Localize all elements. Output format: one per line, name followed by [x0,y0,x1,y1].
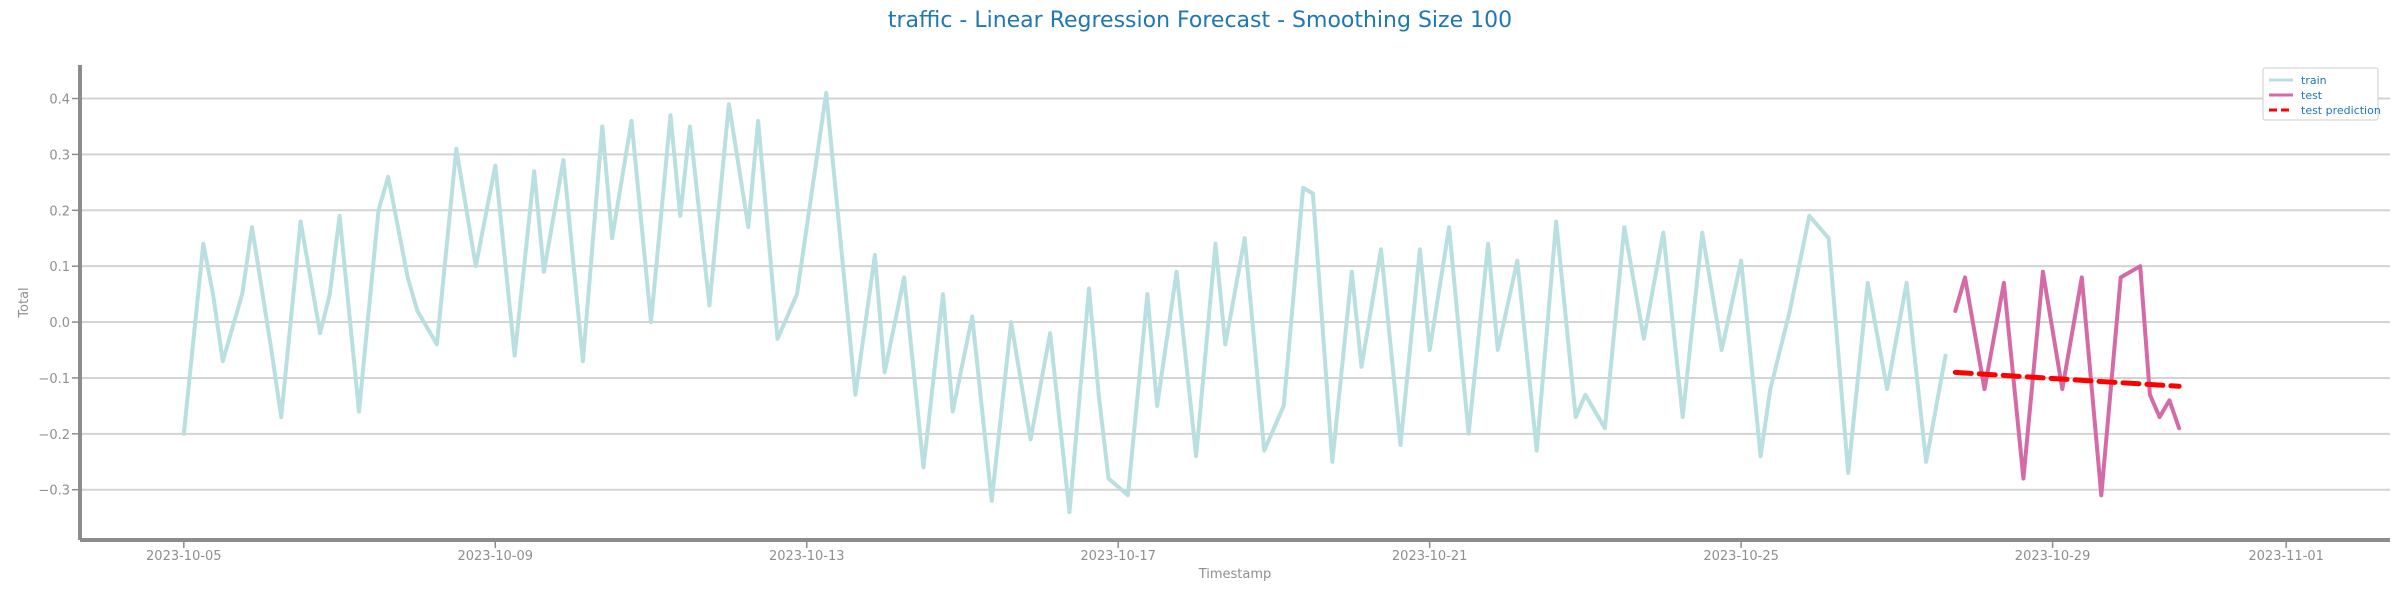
y-axis-ticks: −0.3 −0.2 −0.1 0.0 0.1 0.2 0.3 0.4 [38,93,80,499]
x-tick-label: 2023-10-13 [769,549,845,564]
grid-lines [80,97,2390,491]
series-group [181,90,2182,515]
y-tick-label: −0.3 [38,484,70,499]
y-axis-label: Total [17,287,32,318]
legend-label: test prediction [2301,104,2381,117]
legend-label: test [2301,89,2323,102]
chart-title: traffic - Linear Regression Forecast - S… [887,8,1513,33]
x-tick-label: 2023-10-25 [1703,549,1779,564]
series-line-test [1953,264,2182,498]
y-tick-label: −0.2 [38,428,70,443]
y-tick-label: 0.1 [49,260,70,275]
series-line-test-prediction [1952,369,2182,389]
y-tick-label: 0.4 [49,93,70,108]
y-tick-label: −0.1 [38,372,70,387]
y-tick-label: 0.3 [49,148,70,163]
legend-label: train [2301,74,2327,87]
x-tick-label: 2023-10-21 [1392,549,1468,564]
x-tick-label: 2023-10-09 [457,549,533,564]
y-tick-label: 0.0 [49,316,70,331]
legend: train test test prediction [2262,67,2381,121]
x-tick-label: 2023-10-17 [1080,549,1156,564]
x-axis-label: Timestamp [1198,567,1272,582]
x-tick-label: 2023-11-01 [2248,549,2324,564]
x-tick-label: 2023-10-05 [146,549,222,564]
x-axis-ticks: 2023-10-05 2023-10-09 2023-10-13 2023-10-17… [146,540,2324,564]
y-tick-label: 0.2 [49,204,70,219]
x-tick-label: 2023-10-29 [2015,549,2091,564]
series-line-train [181,90,1948,515]
